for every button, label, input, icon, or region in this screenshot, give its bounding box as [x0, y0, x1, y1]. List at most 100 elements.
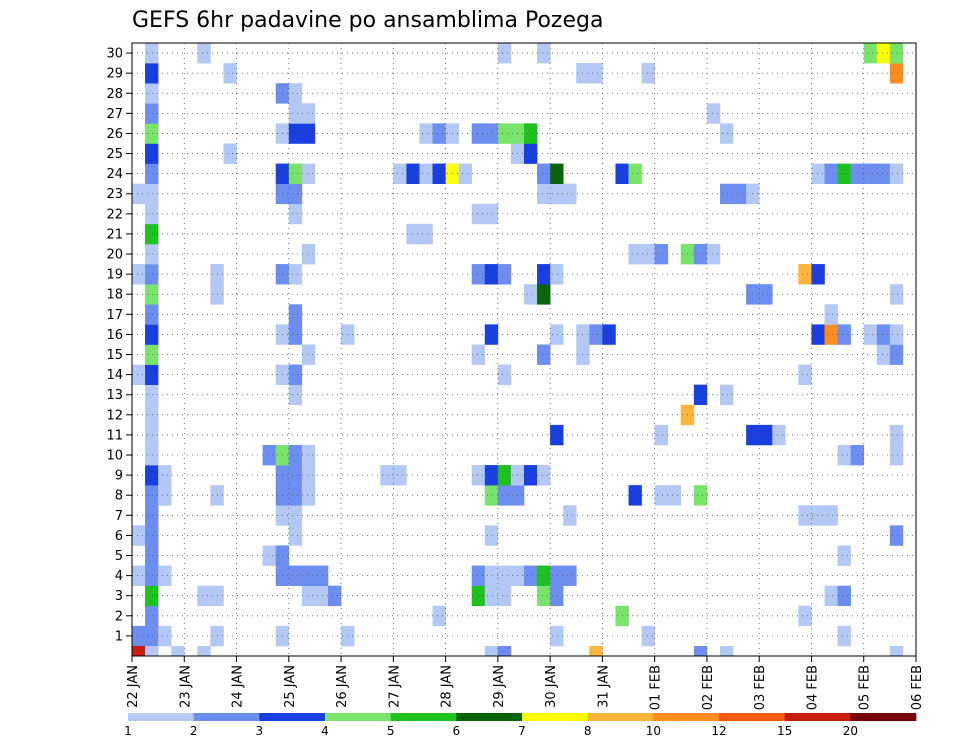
heatmap-cell	[288, 565, 303, 586]
heatmap-cell	[720, 384, 734, 406]
heatmap-cell	[641, 63, 655, 84]
heatmap-cell	[484, 203, 499, 225]
heatmap-cell	[145, 284, 159, 305]
y-tick-label: 5	[115, 549, 123, 564]
heatmap-cell	[393, 465, 407, 486]
heatmap-cell	[654, 485, 669, 506]
heatmap-cell	[641, 625, 655, 647]
heatmap-cell	[537, 43, 551, 64]
heatmap-cell	[693, 384, 708, 406]
heatmap-cell	[288, 163, 303, 184]
heatmap-cell	[288, 505, 303, 526]
x-tick-label: 04 FEB	[805, 665, 820, 710]
legend-swatch	[850, 713, 917, 721]
y-tick-label: 13	[106, 388, 123, 403]
y-tick-label: 7	[115, 509, 123, 524]
heatmap-cell	[484, 485, 499, 506]
heatmap-cell	[693, 485, 708, 506]
heatmap-cell	[288, 444, 303, 466]
heatmap-cell	[288, 465, 303, 486]
heatmap-cell	[837, 444, 851, 466]
y-tick-label: 12	[106, 408, 123, 423]
heatmap-cell	[759, 424, 773, 446]
legend-label: 1	[124, 724, 132, 738]
x-tick-label: 27 JAN	[387, 665, 402, 708]
heatmap-cell	[328, 585, 342, 607]
heatmap-cell	[471, 203, 486, 225]
grid-lines	[132, 43, 916, 656]
y-tick-label: 19	[106, 268, 123, 283]
heatmap-cell	[863, 43, 878, 64]
heatmap-cell	[158, 625, 172, 647]
heatmap-cell	[288, 485, 303, 506]
y-tick-label: 20	[106, 248, 123, 263]
heatmap-cell	[589, 63, 603, 84]
legend-label: 3	[256, 724, 264, 738]
heatmap-cell	[484, 585, 499, 607]
heatmap-cell	[132, 264, 146, 285]
y-tick-label: 24	[106, 167, 123, 182]
y-axis-ticks: 1234567891011121314151617181920212223242…	[106, 47, 132, 644]
heatmap-cell	[301, 565, 316, 586]
heatmap-cell	[132, 565, 146, 586]
y-tick-label: 10	[106, 449, 123, 464]
y-tick-label: 4	[115, 569, 123, 584]
heatmap-cell	[419, 223, 433, 245]
heatmap-cell	[876, 43, 891, 64]
x-tick-label: 30 JAN	[544, 665, 559, 708]
legend-label: 10	[646, 724, 661, 738]
heatmap-cell	[863, 324, 878, 345]
heatmap-cell	[471, 264, 486, 285]
heatmap-cell	[537, 264, 551, 285]
heatmap-cell	[288, 525, 303, 546]
heatmap-cell	[380, 465, 394, 486]
heatmap-cell	[145, 585, 159, 607]
heatmap-cell	[262, 444, 277, 466]
legend-swatch	[587, 713, 654, 721]
y-tick-label: 1	[115, 629, 123, 644]
heatmap-cell	[132, 183, 146, 205]
heatmap-cell	[798, 264, 812, 285]
heatmap-cell	[720, 123, 734, 144]
heatmap-cell	[628, 485, 642, 506]
heatmap-cell	[484, 645, 499, 656]
heatmap-cell	[301, 243, 316, 265]
heatmap-cell	[145, 243, 159, 265]
heatmap-cell	[497, 123, 512, 144]
heatmap-cell	[524, 123, 538, 144]
heatmap-cell	[889, 344, 904, 365]
heatmap-cell	[484, 565, 499, 586]
heatmap-cell	[524, 565, 538, 586]
legend-label: 6	[453, 724, 461, 738]
heatmap-cell	[197, 43, 211, 64]
heatmap-cell	[641, 243, 655, 265]
heatmap-cell	[145, 103, 159, 124]
y-tick-label: 8	[115, 489, 123, 504]
heatmap-cell	[432, 163, 446, 184]
chart-title: GEFS 6hr padavine po ansamblima Pozega	[132, 8, 603, 33]
heatmap-cell	[484, 264, 499, 285]
y-tick-label: 25	[106, 147, 123, 162]
heatmap-cell	[158, 485, 172, 506]
heatmap-cell	[628, 243, 642, 265]
heatmap-cell	[223, 63, 237, 84]
heatmap-cell	[145, 304, 159, 325]
legend-swatch	[259, 713, 326, 721]
heatmap-cell	[550, 565, 564, 586]
heatmap-cell	[628, 163, 642, 184]
heatmap-cell	[589, 324, 603, 345]
heatmap-cell	[301, 465, 316, 486]
legend-swatch	[522, 713, 588, 721]
legend-label: 12	[711, 724, 726, 738]
y-tick-label: 29	[106, 67, 123, 82]
heatmap-cell	[432, 123, 446, 144]
heatmap-cell	[550, 625, 564, 647]
heatmap-cell	[563, 183, 577, 205]
heatmap-cell	[667, 485, 682, 506]
heatmap-cell	[301, 103, 316, 124]
y-tick-label: 21	[106, 227, 123, 242]
y-tick-label: 14	[106, 368, 123, 383]
heatmap-cell	[889, 424, 904, 446]
x-tick-label: 25 JAN	[283, 665, 298, 708]
heatmap-cell	[497, 485, 512, 506]
